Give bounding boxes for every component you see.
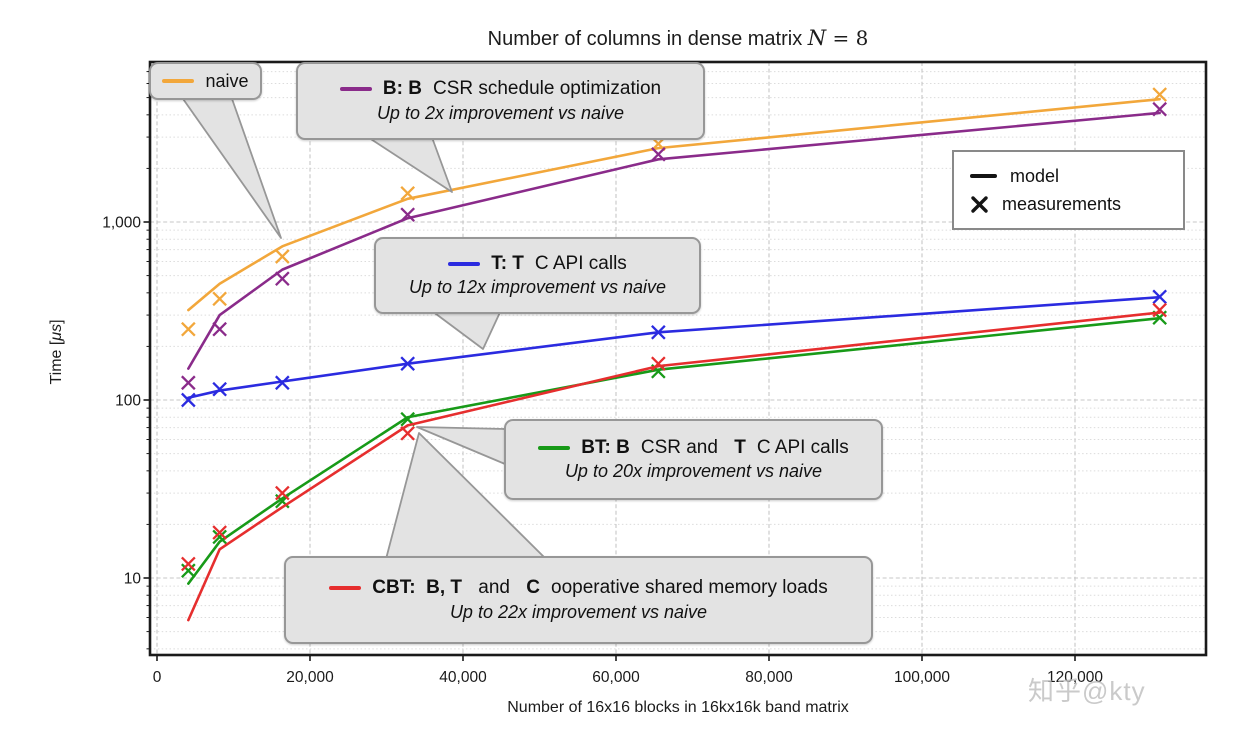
measurement-x-marker (181, 563, 196, 578)
callout-text-segment: C (526, 577, 540, 599)
callout-text-segment: CSR and (640, 436, 724, 458)
callout-text-segment: T: T (491, 252, 524, 274)
callout-T-improvement-note: Up to 12x improvement vs naive (408, 277, 667, 298)
callout-text-segment: BT: B (581, 436, 630, 458)
callout-tail-naive (180, 95, 282, 239)
y-tick-label: 1,000 (102, 215, 141, 232)
watermark: 知乎@kty (1028, 676, 1146, 706)
callout-text-segment: T (734, 436, 746, 458)
callout-T-title: T: T C API calls (448, 253, 627, 275)
measurement-x-marker (181, 321, 196, 337)
measurement-x-marker (1152, 302, 1168, 318)
series-markers-T (181, 289, 1168, 408)
legend-item-model: model (970, 166, 1183, 187)
chart-title: Number of columns in dense matrix N = 8 (150, 26, 1206, 51)
series-line-T (187, 295, 1162, 400)
measurement-x-marker (212, 381, 227, 397)
measurement-x-marker (651, 325, 666, 340)
callout-text-segment: CSR schedule optimization (432, 78, 662, 100)
callout-CBT-improvement-note: Up to 22x improvement vs naive (449, 601, 708, 622)
series-markers-B (181, 101, 1168, 391)
callout-text-segment: ooperative shared memory loads (551, 577, 828, 599)
model-line-icon (970, 174, 997, 178)
x-tick-label: 100,000 (894, 669, 950, 686)
legend-box: model measurements (952, 150, 1185, 230)
y-axis-label: Time [μs] (48, 319, 66, 384)
x-tick-label: 40,000 (439, 669, 487, 686)
CBT-line-sample-icon (329, 586, 362, 590)
y-axis-label-suffix: ] (48, 319, 65, 324)
callout-naive-title: naive (162, 70, 249, 92)
B-line-sample-icon (339, 87, 372, 91)
x-tick-label: 80,000 (745, 669, 793, 686)
measurement-x-marker (212, 529, 227, 545)
measurement-x-marker (212, 321, 227, 337)
callout-B-title: B: B CSR schedule optimization (339, 78, 662, 100)
callout-text-segment: naive (205, 70, 249, 91)
measurement-x-marker (651, 356, 666, 371)
x-tick-label: 0 (153, 669, 162, 686)
measurement-x-marker (400, 411, 415, 427)
y-tick-label: 10 (124, 571, 142, 588)
callout-T: T: T C API calls Up to 12x improvement vs … (374, 237, 701, 314)
callout-BT: BT: B CSR and T C API calls Up to 20x impro… (504, 419, 883, 500)
x-tick-label: 120,000 (1047, 669, 1103, 686)
callout-text-segment: B: B (382, 78, 422, 100)
chart-title-variable: N (807, 26, 827, 50)
callout-B-improvement-note: Up to 2x improvement vs naive (376, 102, 625, 123)
x-tick-label: 60,000 (592, 669, 640, 686)
x-tick-label: 20,000 (286, 669, 334, 686)
legend-item-measurements: measurements (970, 194, 1183, 215)
callout-text-segment: C API calls (534, 252, 627, 274)
series-line-BT (187, 316, 1162, 585)
callout-tail-T (427, 307, 503, 350)
callout-BT-improvement-note: Up to 20x improvement vs naive (564, 461, 823, 482)
callout-text-segment: CBT: B, T (372, 577, 462, 599)
chart-title-text: Number of columns in dense matrix (487, 28, 808, 50)
y-axis-label-prefix: Time [ (48, 340, 65, 385)
naive-line-sample-icon (162, 79, 195, 83)
measurement-x-marker (181, 392, 196, 408)
x-axis-label: Number of 16x16 blocks in 16kx16k band m… (507, 699, 849, 716)
measurement-x-marker (275, 485, 290, 501)
measurement-x-marker (275, 375, 290, 391)
measurement-x-marker (400, 356, 415, 371)
measurement-x-marker (181, 556, 196, 572)
legend-item-label: measurements (1002, 193, 1122, 214)
measurement-x-marker (275, 271, 290, 287)
legend-item-label: model (1010, 165, 1060, 186)
T-line-sample-icon (448, 261, 481, 266)
series-markers-naive (181, 87, 1168, 337)
y-tick-label: 100 (115, 393, 141, 410)
measurement-x-marker (1152, 87, 1168, 102)
callout-B: B: B CSR schedule optimization Up to 2x im… (296, 62, 705, 140)
callout-tail-B (359, 131, 453, 193)
callout-text-segment: and (473, 577, 516, 599)
chart-title-value: = 8 (826, 26, 869, 50)
series-markers-CBT (181, 302, 1168, 572)
measurement-x-marker (400, 207, 415, 222)
measurement-x-marker (212, 291, 227, 307)
callout-naive: naive (149, 62, 262, 100)
measurement-x-marker (1152, 289, 1168, 305)
measurement-x-marker (400, 425, 415, 441)
series-line-CBT (187, 311, 1162, 622)
measurement-x-marker (1152, 101, 1168, 117)
series-line-naive (187, 97, 1162, 312)
measurement-x-marker (212, 525, 227, 540)
measurement-x-marker (275, 249, 290, 264)
axis-ticks: 0 20,000 40,000 60,000 80,000 100,000 120,000 1… (102, 71, 1103, 686)
BT-line-sample-icon (538, 445, 571, 450)
callout-text-segment: C API calls (756, 436, 849, 458)
callout-BT-title: BT: B CSR and T C API calls (538, 436, 849, 459)
y-axis-label-unit: μs (48, 323, 65, 341)
measurements-x-icon (971, 195, 988, 213)
measurement-x-marker (651, 147, 666, 162)
measurement-x-marker (400, 185, 415, 201)
measurement-x-marker (181, 375, 196, 391)
